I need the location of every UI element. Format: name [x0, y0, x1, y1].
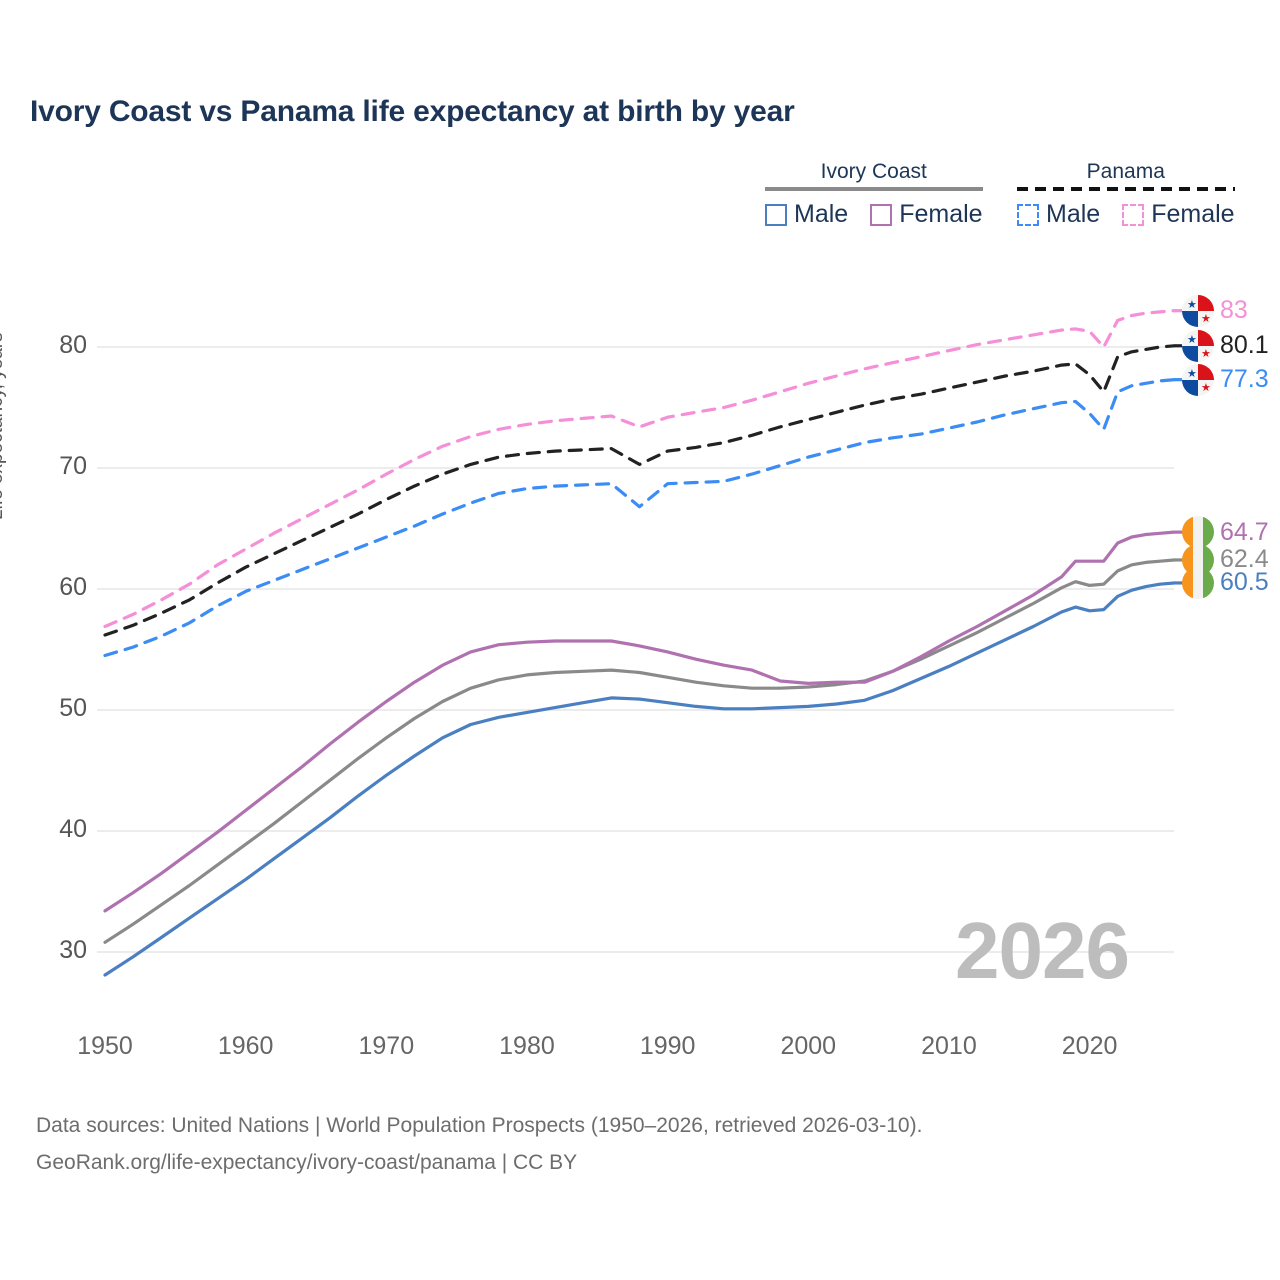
- x-axis-tick: 2010: [921, 1032, 977, 1060]
- y-axis-tick: 40: [59, 815, 87, 843]
- legend-item-ivory-coast-male[interactable]: Male: [765, 200, 848, 229]
- chart-legend: Ivory Coast Male Female Panama Male Fema…: [755, 160, 1255, 245]
- legend-label: Male: [794, 200, 849, 228]
- end-label-value: 77.3: [1220, 365, 1269, 394]
- ivory-coast-flag-icon: [1182, 516, 1214, 549]
- end-label-panama-total: ★ ★ 80.1: [1182, 329, 1269, 362]
- end-label-ivory-coast-male: 60.5: [1182, 566, 1269, 599]
- y-axis-label-text: Life expectancy, years: [0, 332, 7, 520]
- y-axis-label: Life expectancy, years: [0, 260, 8, 520]
- series-line-ivory-coast-total: [103, 558, 1176, 944]
- legend-label: Female: [1151, 200, 1235, 228]
- legend-rule-dashed: [1017, 187, 1235, 191]
- y-axis-tick: 30: [59, 936, 87, 964]
- legend-group-ivory-coast: Ivory Coast Male Female: [765, 160, 983, 229]
- x-axis-tick: 1960: [217, 1032, 274, 1060]
- y-axis-tick: 50: [59, 694, 87, 722]
- footer-line-sources: Data sources: United Nations | World Pop…: [36, 1114, 923, 1137]
- y-axis-tick: 80: [59, 331, 87, 359]
- end-label-panama-female: ★ ★ 83: [1182, 294, 1248, 327]
- y-axis-tick: 70: [59, 452, 87, 480]
- ivory-coast-flag-icon: [1182, 566, 1214, 599]
- legend-group-title-ivory-coast: Ivory Coast: [820, 160, 927, 183]
- legend-item-panama-female[interactable]: Female: [1122, 200, 1235, 229]
- legend-item-panama-male[interactable]: Male: [1017, 200, 1100, 229]
- panama-flag-icon: ★ ★: [1182, 294, 1214, 327]
- panama-flag-icon: ★ ★: [1182, 363, 1214, 396]
- end-label-value: 60.5: [1220, 568, 1269, 597]
- legend-swatch-square-icon: [870, 203, 893, 226]
- legend-swatch-square-icon: [1122, 203, 1145, 226]
- end-label-value: 83: [1220, 296, 1248, 325]
- series-line-ivory-coast-female: [103, 530, 1176, 913]
- end-label-value: 62.4: [1220, 545, 1269, 574]
- x-axis-tick: 1950: [77, 1032, 133, 1060]
- legend-rule-solid: [765, 187, 983, 191]
- x-axis-tick: 2020: [1061, 1032, 1118, 1060]
- legend-group-title-panama: Panama: [1086, 160, 1165, 183]
- series-line-panama-female: [103, 309, 1176, 629]
- end-label-ivory-coast-female: 64.7: [1182, 516, 1269, 549]
- x-axis-tick: 1970: [358, 1032, 415, 1060]
- series-line-panama-total: [103, 344, 1176, 637]
- page-title: Ivory Coast vs Panama life expectancy at…: [30, 95, 795, 128]
- series-line-panama-male: [103, 378, 1176, 658]
- x-axis-tick: 1980: [499, 1032, 555, 1060]
- footer-credits: Data sources: United Nations | World Pop…: [36, 1108, 922, 1182]
- end-label-value: 80.1: [1220, 331, 1269, 360]
- legend-swatch-square-icon: [1017, 203, 1039, 226]
- end-label-value: 64.7: [1220, 517, 1269, 546]
- legend-label: Female: [899, 200, 983, 228]
- end-label-panama-male: ★ ★ 77.3: [1182, 363, 1269, 396]
- legend-label: Male: [1046, 200, 1101, 228]
- year-watermark: 2026: [955, 906, 1130, 995]
- x-axis-tick: 2000: [780, 1032, 837, 1060]
- footer-line-url: GeoRank.org/life-expectancy/ivory-coast/…: [36, 1150, 578, 1174]
- legend-group-panama: Panama Male Female: [1017, 160, 1235, 229]
- legend-item-ivory-coast-female[interactable]: Female: [870, 200, 983, 229]
- panama-flag-icon: ★ ★: [1182, 329, 1214, 362]
- y-axis-tick: 60: [59, 573, 87, 601]
- legend-swatch-square-icon: [765, 203, 787, 226]
- x-axis-tick: 1990: [639, 1032, 696, 1060]
